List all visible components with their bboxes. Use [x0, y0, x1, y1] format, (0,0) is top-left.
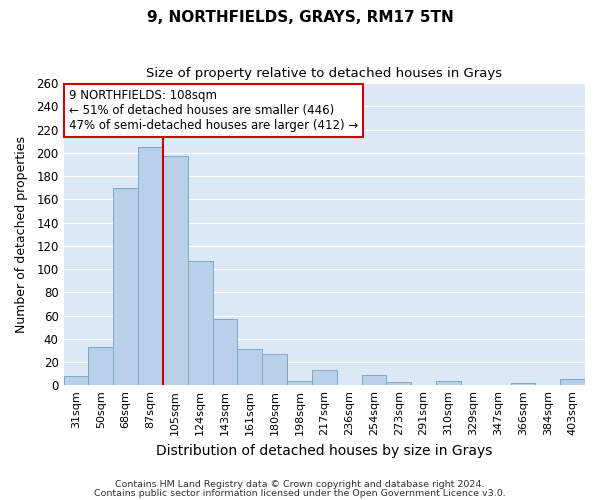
X-axis label: Distribution of detached houses by size in Grays: Distribution of detached houses by size … [156, 444, 493, 458]
Bar [138, 147, 163, 386]
Text: 9 NORTHFIELDS: 108sqm
← 51% of detached houses are smaller (446)
47% of semi-det: 9 NORTHFIELDS: 108sqm ← 51% of detached … [69, 89, 358, 132]
Bar [560, 380, 585, 386]
Bar [212, 319, 238, 386]
Text: Contains HM Land Registry data © Crown copyright and database right 2024.: Contains HM Land Registry data © Crown c… [115, 480, 485, 489]
Bar [113, 188, 138, 386]
Y-axis label: Number of detached properties: Number of detached properties [15, 136, 28, 332]
Bar [262, 354, 287, 386]
Bar [436, 380, 461, 386]
Title: Size of property relative to detached houses in Grays: Size of property relative to detached ho… [146, 68, 502, 80]
Bar [64, 376, 88, 386]
Bar [312, 370, 337, 386]
Bar [163, 156, 188, 386]
Bar [511, 383, 535, 386]
Bar [238, 350, 262, 386]
Text: 9, NORTHFIELDS, GRAYS, RM17 5TN: 9, NORTHFIELDS, GRAYS, RM17 5TN [146, 10, 454, 25]
Bar [287, 380, 312, 386]
Bar [88, 347, 113, 386]
Bar [386, 382, 411, 386]
Text: Contains public sector information licensed under the Open Government Licence v3: Contains public sector information licen… [94, 488, 506, 498]
Bar [362, 375, 386, 386]
Bar [188, 261, 212, 386]
